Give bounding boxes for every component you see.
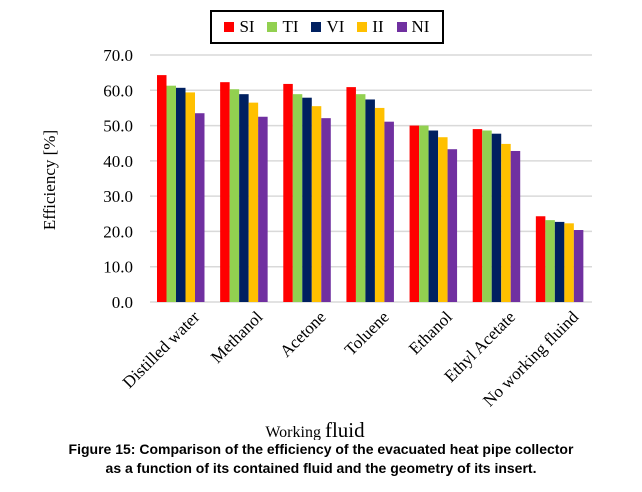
x-tick-label: Distilled water bbox=[119, 307, 204, 392]
bar-vi bbox=[302, 97, 312, 303]
x-axis-title: Working fluid bbox=[265, 418, 365, 440]
bar-ni bbox=[384, 121, 394, 302]
legend-swatch bbox=[224, 22, 235, 32]
bar-chart: 0.0 10.0 20.0 30.0 40.0 50.0 60.0 70.0 Distilled… bbox=[40, 46, 592, 440]
y-tick-label: 50.0 bbox=[103, 117, 133, 136]
legend-label: SI bbox=[239, 17, 255, 36]
bar-ii bbox=[564, 223, 574, 302]
bar-ii bbox=[311, 106, 322, 303]
bar-ii bbox=[185, 92, 195, 302]
legend-label: TI bbox=[282, 17, 299, 36]
bar-si bbox=[346, 87, 356, 302]
bar-ti bbox=[482, 130, 492, 302]
y-axis-title: Efficiency [%] bbox=[40, 130, 59, 230]
x-tick-label: Ethanol bbox=[405, 307, 456, 358]
bar-vi bbox=[365, 99, 375, 303]
x-tick-label: Toluene bbox=[341, 307, 393, 359]
bar-ni bbox=[573, 230, 584, 302]
bar-si bbox=[409, 125, 420, 302]
legend-label: VI bbox=[326, 17, 345, 36]
bar-vi bbox=[491, 133, 502, 302]
legend-swatch bbox=[396, 22, 407, 32]
x-tick-label: Acetone bbox=[276, 307, 329, 360]
legend-item-ni: NI bbox=[396, 17, 430, 37]
bar-ni bbox=[258, 116, 268, 302]
y-tick-label: 70.0 bbox=[103, 46, 133, 65]
bar-ti bbox=[292, 94, 303, 302]
legend-label: NI bbox=[411, 17, 430, 36]
y-tick-label: 60.0 bbox=[103, 81, 133, 100]
bar-si bbox=[472, 129, 483, 302]
caption-line-2: as a function of its contained fluid and… bbox=[105, 460, 537, 476]
bar-vi bbox=[554, 221, 565, 302]
y-tick-label: 0.0 bbox=[112, 293, 133, 312]
figure-caption: Figure 15: Comparison of the efficiency … bbox=[0, 440, 642, 478]
y-tick-label: 20.0 bbox=[103, 222, 133, 241]
legend-item-vi: VI bbox=[311, 17, 344, 37]
bar-ni bbox=[447, 149, 458, 302]
bar-vi bbox=[176, 87, 186, 303]
legend-swatch bbox=[357, 22, 368, 32]
bar-ti bbox=[229, 89, 240, 302]
legend-item-si: SI bbox=[224, 17, 255, 37]
legend-swatch bbox=[267, 22, 278, 32]
bar-ti bbox=[355, 94, 366, 302]
bar-ni bbox=[510, 150, 521, 302]
bar-ii bbox=[374, 107, 385, 302]
bar-ti bbox=[545, 220, 555, 302]
bar-vi bbox=[239, 94, 249, 302]
bar-si bbox=[220, 82, 230, 302]
bar-ii bbox=[248, 102, 259, 302]
y-tick-label: 30.0 bbox=[103, 187, 133, 206]
bar-ii bbox=[438, 137, 448, 302]
bar-ni bbox=[195, 113, 205, 302]
bar-si bbox=[535, 216, 546, 302]
legend-swatch bbox=[311, 22, 322, 32]
y-tick-label: 10.0 bbox=[103, 258, 133, 277]
y-tick-label: 40.0 bbox=[103, 152, 133, 171]
bar-ti bbox=[166, 85, 176, 302]
caption-line-1: Figure 15: Comparison of the efficiency … bbox=[68, 441, 574, 457]
bar-si bbox=[157, 75, 167, 302]
legend-item-ti: TI bbox=[267, 17, 299, 37]
bar-vi bbox=[428, 130, 439, 302]
bar-ii bbox=[501, 143, 511, 302]
legend: SI TI VI II NI bbox=[210, 10, 444, 44]
x-tick-label: Methanol bbox=[207, 307, 267, 367]
legend-item-ii: II bbox=[357, 17, 384, 37]
bar-si bbox=[283, 83, 293, 302]
legend-label: II bbox=[372, 17, 384, 36]
bar-ti bbox=[419, 125, 429, 302]
bar-ni bbox=[321, 118, 331, 302]
